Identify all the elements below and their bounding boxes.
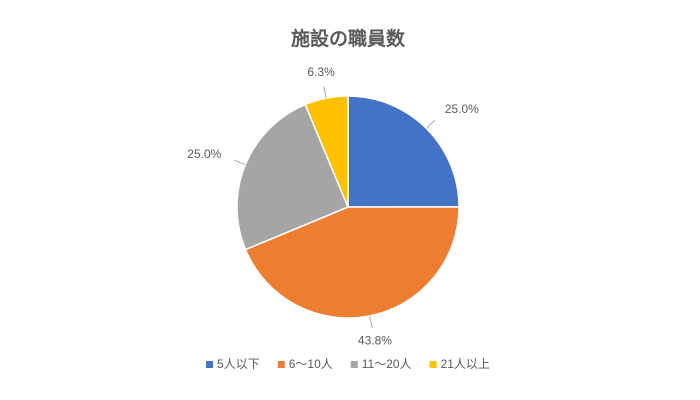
data-label: 43.8% [358, 334, 392, 348]
chart-title: 施設の職員数 [291, 27, 406, 50]
leader-line [369, 315, 373, 328]
legend-swatch [206, 361, 214, 368]
legend-label: 11〜20人 [362, 357, 412, 371]
legend-label: 21人以上 [441, 357, 490, 371]
legend-label: 6〜10人 [289, 357, 333, 371]
leader-line [426, 119, 436, 129]
leader-line [323, 86, 327, 99]
legend-swatch [429, 361, 437, 368]
legend-swatch [277, 361, 285, 368]
data-label: 6.3% [307, 65, 335, 79]
data-label: 25.0% [445, 102, 479, 116]
data-label: 25.0% [187, 147, 221, 161]
legend-label: 5人以下 [217, 357, 260, 371]
pie-slice [244, 206, 460, 319]
pie-slice [304, 95, 349, 208]
leader-line [234, 159, 246, 166]
legend-swatch [350, 361, 358, 368]
